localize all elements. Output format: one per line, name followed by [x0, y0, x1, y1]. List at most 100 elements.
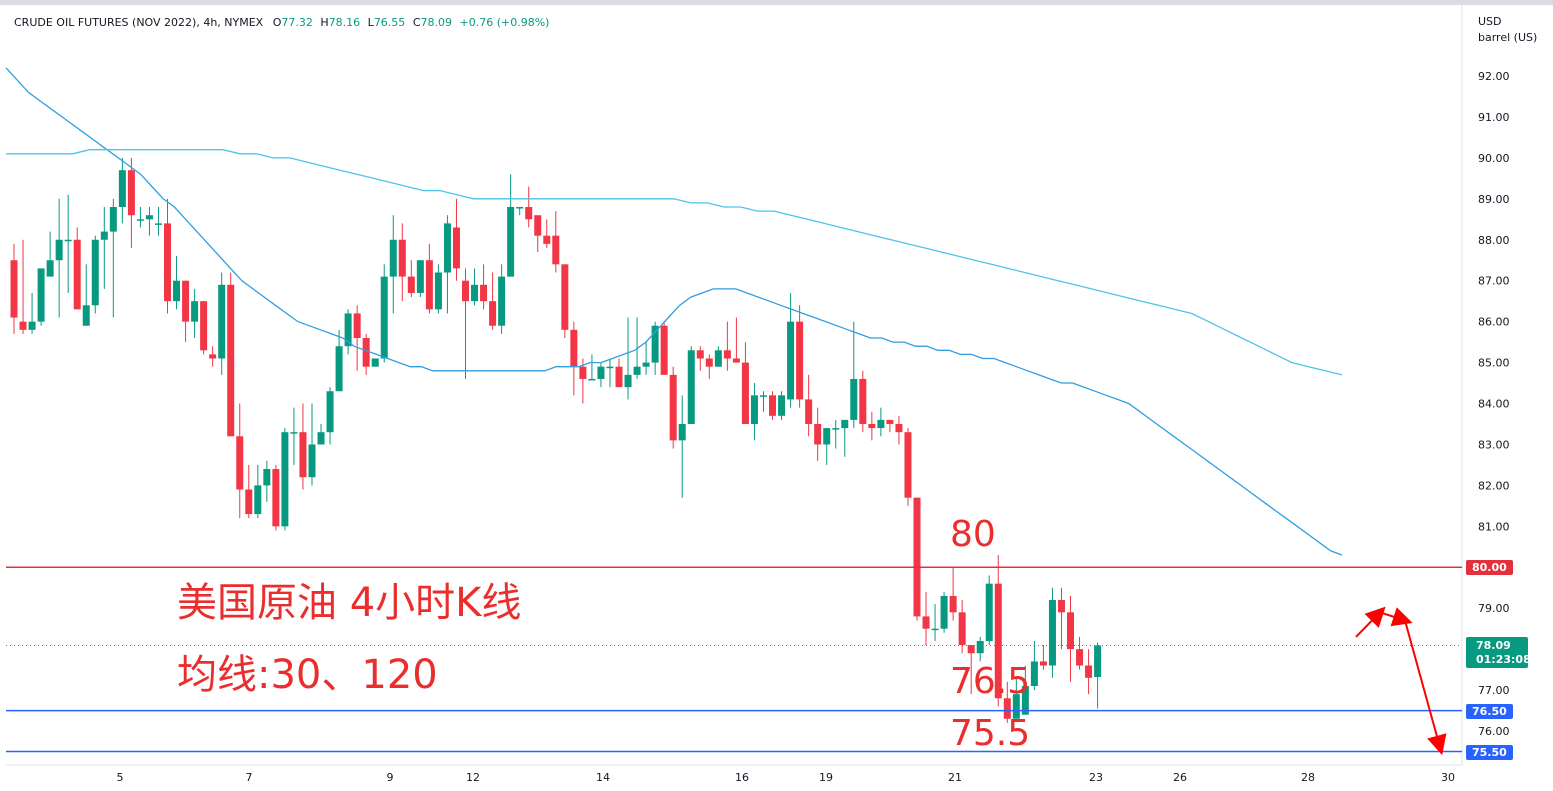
candle: [272, 464, 280, 531]
top-border: [0, 0, 1553, 5]
change-value: +0.76 (+0.98%): [459, 16, 550, 29]
candle: [164, 198, 172, 314]
candle: [489, 272, 497, 330]
candle: [37, 268, 45, 326]
candle: [227, 272, 235, 437]
ma-30-line: [5, 67, 1343, 556]
candle: [769, 391, 777, 420]
forecast-arrow: [1355, 606, 1386, 638]
candle: [904, 428, 912, 506]
y-tick-label: 87.00: [1478, 275, 1510, 288]
candle: [859, 370, 867, 433]
candle: [696, 346, 704, 371]
candle: [1003, 681, 1011, 723]
candle: [299, 403, 307, 490]
candle: [723, 321, 731, 371]
candle: [452, 198, 460, 281]
y-tick-label: 90.00: [1478, 152, 1510, 165]
x-tick-label: 12: [466, 771, 480, 784]
candle: [597, 362, 605, 388]
x-tick-label: 7: [246, 771, 253, 784]
candle: [462, 268, 469, 379]
price-tag-75-5: 75.50: [1466, 745, 1513, 760]
candle: [570, 321, 578, 396]
candle: [308, 403, 316, 486]
candle: [46, 231, 54, 277]
candle: [796, 305, 804, 408]
candle: [434, 264, 442, 314]
candle: [425, 243, 433, 314]
y-tick-label: 85.00: [1478, 357, 1510, 370]
symbol-title: CRUDE OIL FUTURES (NOV 2022), 4h, NYMEX: [14, 16, 264, 29]
low-label: L: [367, 16, 374, 29]
candle: [498, 264, 506, 334]
y-tick-label: 79.00: [1478, 602, 1510, 615]
candle: [371, 358, 379, 367]
candle: [28, 292, 36, 334]
last-price-tag: 78.09 01:23:08: [1466, 637, 1531, 668]
high-value: 78.16: [328, 16, 361, 29]
axis-units: USD barrel (US): [1478, 14, 1537, 46]
candle: [778, 391, 786, 420]
x-tick-label: 28: [1301, 771, 1315, 784]
x-tick-label: 5: [117, 771, 124, 784]
forecast-arrows: [1355, 606, 1447, 756]
x-tick-label: 16: [735, 771, 749, 784]
candle: [886, 419, 894, 433]
y-tick-label: 89.00: [1478, 193, 1510, 206]
candle: [73, 227, 81, 310]
candle: [741, 342, 749, 424]
close-value: 78.09: [420, 16, 453, 29]
y-tick-label: 81.00: [1478, 520, 1510, 533]
candle: [705, 354, 713, 379]
candle: [471, 268, 479, 306]
candle: [398, 223, 406, 302]
candle: [507, 174, 515, 277]
candle: [759, 391, 767, 412]
candle: [191, 288, 199, 339]
y-tick-label: 83.00: [1478, 438, 1510, 451]
candle: [326, 387, 334, 445]
candle: [579, 358, 587, 404]
ma-annotation: 均线:30、120: [177, 652, 438, 698]
candle: [182, 280, 190, 343]
candle: [543, 219, 551, 248]
candle: [1012, 677, 1020, 719]
candle: [805, 374, 813, 437]
candle: [940, 591, 948, 633]
symbol-header[interactable]: CRUDE OIL FUTURES (NOV 2022), 4h, NYMEX …: [14, 16, 549, 29]
candle: [145, 207, 153, 236]
bar-countdown: 01:23:08: [1476, 653, 1531, 666]
candles: [10, 157, 1102, 723]
y-tick-label: 88.00: [1478, 234, 1510, 247]
candle: [55, 198, 63, 318]
candle: [850, 321, 858, 429]
open-label: O: [272, 16, 282, 29]
candle: [841, 419, 849, 457]
candle: [236, 403, 244, 519]
level-label-75-5: 75.5: [950, 713, 1031, 754]
forecast-arrow: [1404, 620, 1447, 756]
candle: [931, 604, 939, 641]
grid: [6, 5, 1463, 766]
price-tag-76-5: 76.50: [1466, 704, 1513, 719]
candle: [82, 264, 90, 326]
candle: [615, 358, 623, 388]
x-tick-label: 21: [948, 771, 962, 784]
candle: [624, 317, 632, 400]
candle: [823, 428, 831, 465]
candle: [814, 407, 822, 461]
x-tick-label: 23: [1089, 771, 1103, 784]
x-tick-label: 26: [1173, 771, 1187, 784]
candle: [209, 346, 217, 367]
candle: [118, 157, 126, 224]
candle: [64, 194, 72, 293]
candle: [389, 215, 397, 314]
candle: [732, 317, 740, 363]
open-value: 77.32: [281, 16, 313, 29]
unit-label: barrel (US): [1478, 31, 1538, 44]
candle: [967, 645, 975, 695]
x-axis[interactable]: 5 7 9 12 14 16 19 21 23 26 28 30: [117, 771, 1456, 784]
